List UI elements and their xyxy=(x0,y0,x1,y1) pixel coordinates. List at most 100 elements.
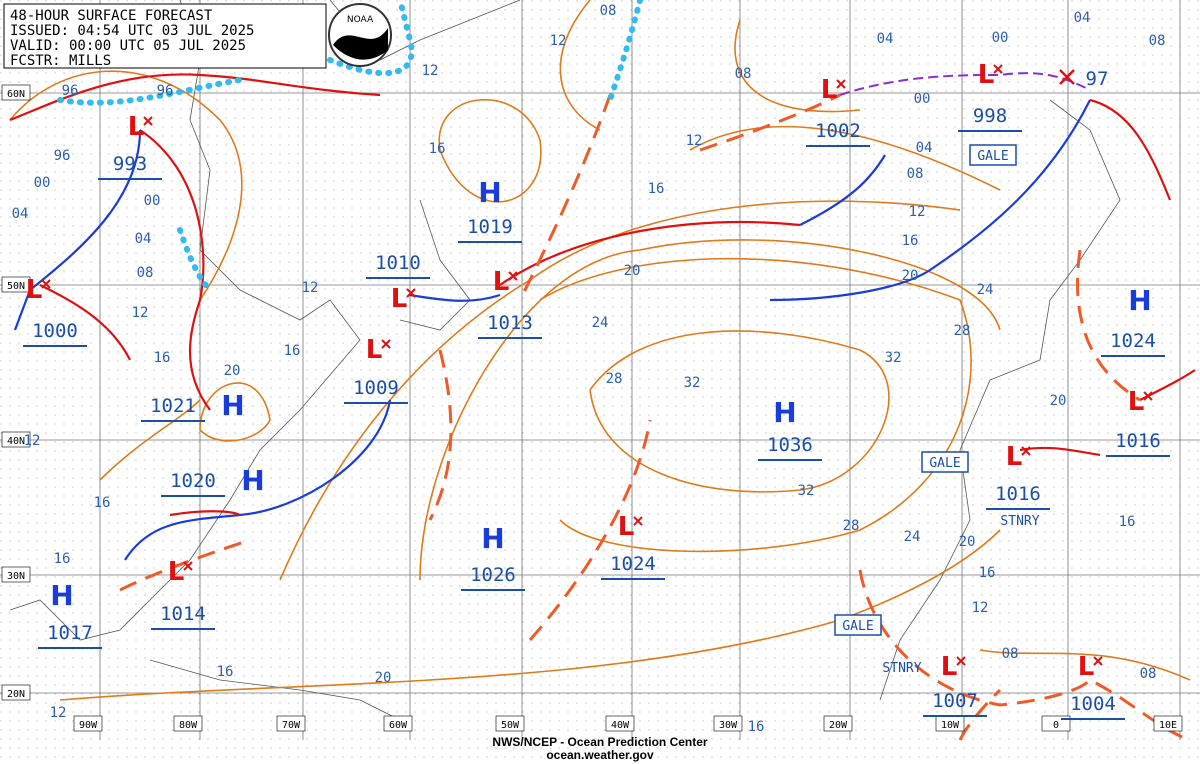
low-cross xyxy=(836,79,846,89)
longitude-label-box xyxy=(823,715,853,732)
low-symbol: L xyxy=(978,60,995,90)
low-cross xyxy=(41,279,51,289)
annotation-box xyxy=(834,614,882,636)
longitude-label: 40W xyxy=(611,720,630,731)
low-symbol: L xyxy=(26,275,43,305)
latitude-label-box xyxy=(1,566,31,583)
latitude-label: 20N xyxy=(7,689,25,700)
longitude-label-box xyxy=(73,715,103,732)
annotation: GALE xyxy=(929,456,960,471)
low-cross xyxy=(381,339,391,349)
longitude-label: 80W xyxy=(179,720,198,731)
central-pressure: 1024 xyxy=(1110,330,1156,352)
longitude-label-box xyxy=(713,715,743,732)
central-pressure: 1017 xyxy=(47,622,93,644)
isobar-label: 04 xyxy=(1074,10,1091,26)
longitude-label: 30W xyxy=(719,720,738,731)
isobar-label: 12 xyxy=(422,63,439,79)
isobar-label: 08 xyxy=(1002,646,1019,662)
low-cross xyxy=(993,64,1003,74)
isobar-label: 32 xyxy=(684,375,701,391)
high-symbol: H xyxy=(773,396,796,429)
high-symbol: H xyxy=(481,522,504,555)
isobar-label: 32 xyxy=(885,350,902,366)
isobar-label: 04 xyxy=(877,31,894,47)
high-symbol: H xyxy=(221,389,244,422)
annotation: GALE xyxy=(842,619,873,634)
low-cross xyxy=(633,516,643,526)
header-line: ISSUED: 04:54 UTC 03 JUL 2025 xyxy=(10,23,254,39)
isobar-label: 00 xyxy=(144,193,161,209)
longitude-label-box xyxy=(276,715,306,732)
longitude-label: 70W xyxy=(282,720,301,731)
central-pressure: 97 xyxy=(1086,68,1109,90)
logo-text: NOAA xyxy=(347,15,374,25)
isobar-label: 08 xyxy=(907,166,924,182)
isobar-label: 00 xyxy=(34,175,51,191)
longitude-label: 90W xyxy=(79,720,98,731)
isobar-label: 12 xyxy=(24,433,41,449)
low-cross xyxy=(1143,391,1153,401)
isobar-label: 96 xyxy=(54,148,71,164)
annotation-box xyxy=(969,144,1017,166)
low-cross xyxy=(143,116,153,126)
low-cross xyxy=(1093,656,1103,666)
isobar-label: 20 xyxy=(902,268,919,284)
isobar-label: 24 xyxy=(904,529,921,545)
central-pressure: 1007 xyxy=(932,690,978,712)
isobar-label: 12 xyxy=(550,33,567,49)
latitude-label: 40N xyxy=(7,436,25,447)
fronts xyxy=(9,0,1196,742)
annotation: STNRY xyxy=(1000,514,1039,529)
low-symbol: L xyxy=(1128,387,1145,417)
isobar-label: 04 xyxy=(916,140,933,156)
header-line: VALID: 00:00 UTC 05 JUL 2025 xyxy=(10,38,246,54)
isobar-label: 16 xyxy=(94,495,111,511)
isobar-label: 08 xyxy=(600,3,617,19)
central-pressure: 1019 xyxy=(467,216,513,238)
isobar-label: 16 xyxy=(748,719,765,735)
central-pressure: 1002 xyxy=(815,120,861,142)
latitude-label-box xyxy=(1,431,31,448)
header-box: 48-HOUR SURFACE FORECAST ISSUED: 04:54 U… xyxy=(3,3,327,69)
central-pressure: 1016 xyxy=(1115,430,1161,452)
low-cross xyxy=(956,656,966,666)
latitude-label-box xyxy=(1,84,31,101)
central-pressure: 1036 xyxy=(767,434,813,456)
isobar-label: 16 xyxy=(154,350,171,366)
low-symbol: L xyxy=(618,512,635,542)
isobar-label: 16 xyxy=(429,141,446,157)
noaa-logo: NOAA xyxy=(328,3,392,67)
annotation-box xyxy=(921,451,969,473)
labels: 60N 50N 40N 30N 20N 90W 80W 70W 60W 50W 40W 30W 20W 1… xyxy=(1,3,1183,735)
longitude-label-box xyxy=(383,715,413,732)
isobar-label: 12 xyxy=(50,705,67,721)
isobar-label: 08 xyxy=(137,265,154,281)
high-symbol: H xyxy=(241,464,264,497)
central-pressure: 993 xyxy=(113,153,147,175)
isobar-label: 04 xyxy=(135,231,152,247)
isobar-label: 20 xyxy=(624,263,641,279)
latitude-label: 60N xyxy=(7,89,25,100)
low-symbol: L xyxy=(366,335,383,365)
footer-line: NWS/NCEP - Ocean Prediction Center xyxy=(492,735,707,749)
header-line: 48-HOUR SURFACE FORECAST xyxy=(10,8,213,24)
high-symbol: H xyxy=(50,579,73,612)
longitude-label: 20W xyxy=(829,720,848,731)
isobar-label: 12 xyxy=(302,280,319,296)
latitude-label-box xyxy=(1,276,31,293)
isobar-label: 32 xyxy=(798,483,815,499)
annotation: STNRY xyxy=(882,661,921,676)
isobar-label: 16 xyxy=(979,565,996,581)
central-pressure: 1013 xyxy=(487,312,533,334)
isobar-label: 28 xyxy=(606,371,623,387)
isobar-label: 16 xyxy=(1119,514,1136,530)
central-pressure: 1016 xyxy=(995,483,1041,505)
isobar-label: 00 xyxy=(914,91,931,107)
isobar-label: 20 xyxy=(959,534,976,550)
isobar-label: 20 xyxy=(375,670,392,686)
low-symbol: L xyxy=(168,557,185,587)
latitude-label: 50N xyxy=(7,281,25,292)
high-symbol: H xyxy=(478,176,501,209)
